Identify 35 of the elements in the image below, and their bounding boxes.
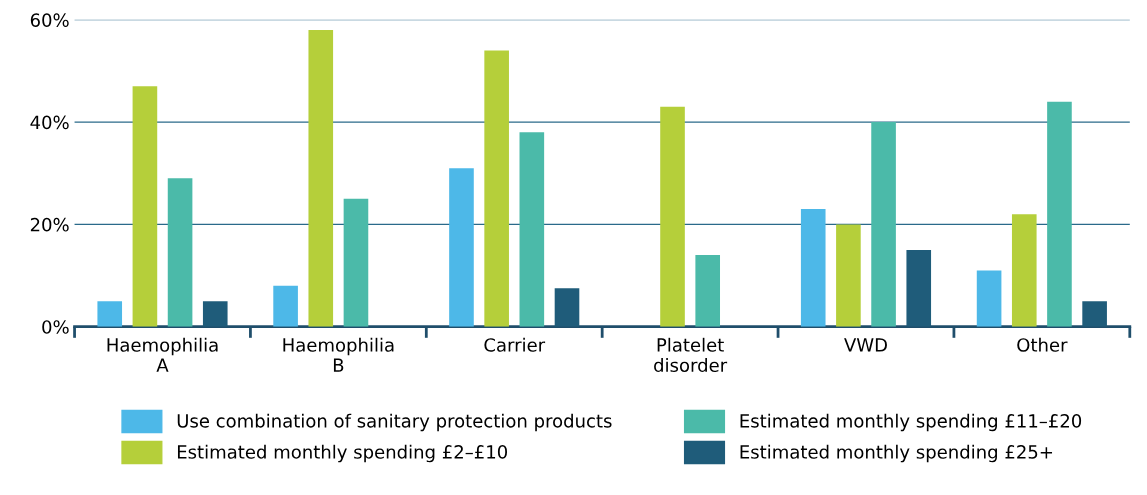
bar <box>132 86 158 327</box>
bar <box>660 106 685 327</box>
y-tick-label: 60% <box>30 13 69 27</box>
x-tick-label: Carrier <box>484 337 546 352</box>
x-tick-label: Platelet disorder <box>654 337 728 373</box>
bar <box>1011 214 1037 327</box>
legend-label: Estimated monthly spending £2–£10 <box>177 444 508 463</box>
x-tick-label: Other <box>1017 337 1068 352</box>
legend-label: Estimated monthly spending £11–£20 <box>740 413 1082 432</box>
x-tick-label: Haemophilia B <box>283 337 394 372</box>
bar <box>484 50 509 327</box>
bar <box>1047 101 1072 327</box>
bar <box>449 168 474 327</box>
bar <box>273 285 298 327</box>
bar <box>202 301 228 327</box>
bar <box>800 209 826 327</box>
legend-label: Use combination of sanitary protection products <box>177 413 612 432</box>
bar <box>308 30 334 327</box>
bar <box>976 270 1002 327</box>
bar <box>554 288 580 327</box>
x-tick-label: Haemophilia A <box>107 337 218 372</box>
bar <box>906 249 932 327</box>
bar <box>97 301 123 327</box>
y-tick-label: 0% <box>42 320 69 334</box>
bar <box>836 224 861 327</box>
bar <box>1082 301 1107 327</box>
y-tick-label: 40% <box>30 115 69 130</box>
y-tick-label: 20% <box>30 217 69 232</box>
bar <box>519 132 545 327</box>
bar <box>167 178 193 327</box>
bar <box>343 198 369 327</box>
x-tick-label: VWD <box>844 338 887 352</box>
bar <box>695 255 721 327</box>
legend-label: Estimated monthly spending £25+ <box>740 444 1053 463</box>
bar <box>871 122 896 327</box>
